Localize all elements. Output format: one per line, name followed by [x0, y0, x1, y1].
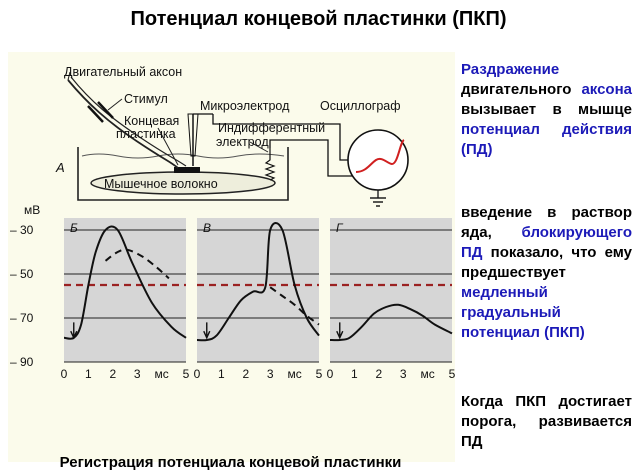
side-text-2-part-3: показало, что ему предшествует [461, 244, 632, 281]
muscle-fiber-label: Мышечное волокно [104, 177, 218, 191]
x-tick-label: 5 [316, 367, 323, 381]
leader-axon [67, 71, 71, 81]
side-text-1-part-1: Раздражение [461, 61, 560, 78]
microelectrode-label: Микроэлектрод [200, 99, 290, 113]
side-text-1-part-2: двигательного [461, 81, 582, 98]
motor-axon [67, 79, 179, 169]
x-tick-label: 1 [351, 367, 358, 381]
leader-end-plate [157, 127, 179, 166]
chart-panel-3: Г 0 1 2 3 мс 5 [327, 218, 455, 381]
solution-surface [81, 153, 285, 159]
chart-series-dashed [269, 286, 320, 326]
x-tick-label: 3 [400, 367, 407, 381]
end-plate [174, 167, 200, 173]
stimulus-arrow [336, 322, 344, 340]
panel-a-label: А [55, 160, 65, 175]
y-tick-90: – 90 [10, 355, 34, 369]
indifferent-electrode-label-2: электрод [216, 135, 269, 149]
figure-svg: Мышечное волокно [10, 65, 455, 381]
x-tick-label: 0 [61, 367, 68, 381]
chart-plot-area [64, 218, 186, 362]
y-axis-unit: мВ [24, 203, 40, 217]
x-tick-label: 5 [449, 367, 455, 381]
chart-plot-area [330, 218, 452, 362]
page-title: Потенциал концевой пластинки (ПКП) [130, 8, 507, 30]
end-plate-label-2: пластинка [116, 127, 176, 141]
side-text-1-part-4: вызывает в мышце [461, 101, 632, 118]
indifferent-electrode [264, 148, 276, 181]
motor-axon-label: Двигательный аксон [64, 65, 182, 79]
x-tick-label: 3 [134, 367, 141, 381]
oscillograph-label: Осциллограф [320, 99, 401, 113]
x-tick-label: 0 [194, 367, 201, 381]
chart-panel-label: Б [70, 221, 78, 235]
x-tick-label: 2 [375, 367, 382, 381]
end-plate-label-1: Концевая [124, 114, 179, 128]
chart-panel-label: Г [336, 221, 344, 235]
y-tick-50: – 50 [10, 267, 34, 281]
leader-stimulus [107, 98, 123, 111]
wire-microelectrode [212, 114, 348, 161]
chart-series-line [196, 222, 320, 342]
chart-panel-2: В 0 1 2 3 мс 5 [194, 218, 323, 381]
stimulus-electrode-2 [97, 101, 114, 119]
chart-panel-label: В [203, 221, 211, 235]
x-tick-label: 1 [85, 367, 92, 381]
side-text-stimulation: Раздражение двигательного аксона вызывае… [461, 60, 632, 160]
x-tick-label: 5 [183, 367, 190, 381]
x-tick-label: 2 [109, 367, 116, 381]
chart-series-line [63, 225, 187, 340]
side-text-1-part-3: аксона [581, 81, 632, 98]
bath-outline [77, 147, 289, 201]
chart-panel-1: Б 0 1 2 3 мс 5 [61, 218, 190, 381]
chart-plot-area [197, 218, 319, 362]
chart-series-dashed [104, 248, 170, 280]
stimulus-electrode-1 [87, 105, 104, 123]
x-tick-label: 2 [242, 367, 249, 381]
x-tick-label: мс [420, 367, 434, 381]
x-tick-label: 1 [218, 367, 225, 381]
y-tick-30: – 30 [10, 223, 34, 237]
side-text-1-part-5: потенциал действия (ПД) [461, 121, 632, 158]
side-text-2-part-1: введение в раствор яда, [461, 204, 632, 241]
leader-indifferent [249, 141, 269, 153]
side-text-2-part-2: блокирующего ПД [461, 224, 632, 261]
experiment-schematic: Мышечное волокно [55, 65, 409, 207]
x-tick-label: мс [154, 367, 168, 381]
x-tick-label: 3 [267, 367, 274, 381]
indifferent-electrode-label-1: Индифферентный [218, 121, 325, 135]
figure-panel: Мышечное волокно [8, 52, 455, 471]
stimulus-arrow [203, 322, 211, 340]
oscilloscope-trace [355, 139, 405, 173]
x-tick-label: 0 [327, 367, 334, 381]
wire-indifferent [269, 139, 356, 177]
chart-series-line [329, 303, 453, 342]
stimulus-label: Стимул [124, 92, 168, 106]
potential-charts: Б 0 1 2 3 мс 5 В 0 1 2 3 мс 5 Г 0 1 2 3 мс 5 [61, 218, 455, 381]
y-tick-70: – 70 [10, 311, 34, 325]
side-text-2-part-4: медленный градуальный потенциал (ПКП) [461, 284, 585, 341]
side-text-poison: введение в раствор яда, блокирующего ПД … [461, 203, 632, 343]
x-tick-label: мс [287, 367, 301, 381]
side-text-threshold: Когда ПКП достигает порога, развивается … [461, 393, 632, 450]
figure-caption: Регистрация потенциала концевой пластинк… [59, 454, 402, 471]
